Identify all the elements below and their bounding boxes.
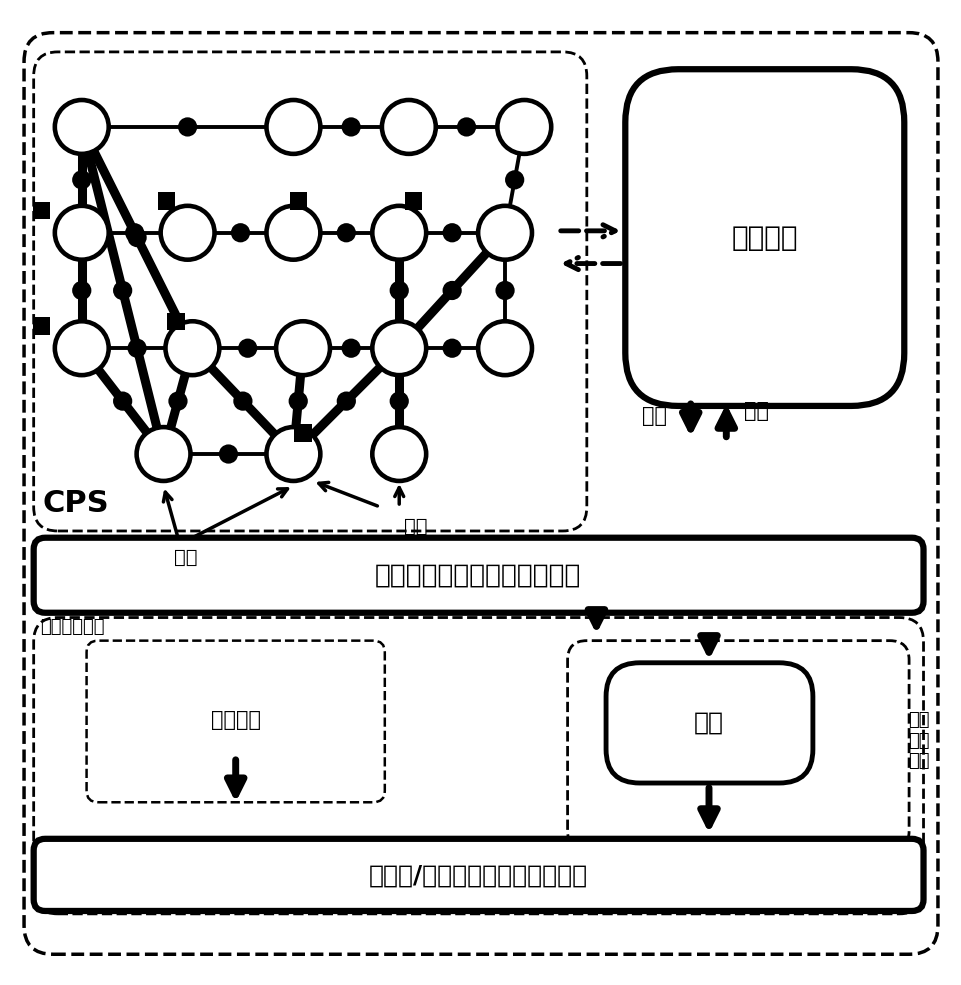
Bar xyxy=(33,202,50,220)
Circle shape xyxy=(266,100,320,154)
Circle shape xyxy=(478,206,531,260)
Circle shape xyxy=(389,281,408,300)
Circle shape xyxy=(218,444,238,464)
Bar xyxy=(158,192,175,210)
Circle shape xyxy=(55,100,109,154)
Circle shape xyxy=(55,321,109,375)
Circle shape xyxy=(456,117,476,137)
Circle shape xyxy=(372,206,426,260)
Circle shape xyxy=(125,224,144,242)
Bar xyxy=(167,312,185,330)
Circle shape xyxy=(495,281,514,300)
Circle shape xyxy=(113,281,132,300)
FancyBboxPatch shape xyxy=(34,839,923,911)
Circle shape xyxy=(72,281,91,300)
Circle shape xyxy=(160,206,214,260)
Circle shape xyxy=(178,117,197,137)
Bar xyxy=(33,317,50,335)
Text: 总线: 总线 xyxy=(174,549,197,567)
Circle shape xyxy=(113,391,132,411)
Circle shape xyxy=(266,206,320,260)
FancyBboxPatch shape xyxy=(567,640,908,850)
FancyBboxPatch shape xyxy=(24,33,937,954)
Circle shape xyxy=(72,170,91,189)
Bar xyxy=(405,192,422,210)
Circle shape xyxy=(266,427,320,481)
Circle shape xyxy=(372,321,426,375)
Text: 仪表: 仪表 xyxy=(404,516,427,536)
Circle shape xyxy=(442,339,461,358)
Circle shape xyxy=(389,391,408,411)
Bar xyxy=(289,192,307,210)
Circle shape xyxy=(288,391,308,411)
Circle shape xyxy=(497,100,551,154)
FancyBboxPatch shape xyxy=(34,52,586,531)
Circle shape xyxy=(341,339,360,358)
Text: 安全监测系统: 安全监测系统 xyxy=(40,618,105,635)
FancyBboxPatch shape xyxy=(625,69,903,406)
Circle shape xyxy=(505,170,524,189)
Circle shape xyxy=(168,391,187,411)
Text: 状态数据: 状态数据 xyxy=(210,710,260,731)
FancyBboxPatch shape xyxy=(34,618,923,914)
Circle shape xyxy=(442,281,461,300)
Circle shape xyxy=(341,117,360,137)
Circle shape xyxy=(382,100,435,154)
FancyBboxPatch shape xyxy=(86,640,384,802)
Text: CPS: CPS xyxy=(42,489,109,517)
Circle shape xyxy=(127,228,147,247)
Bar xyxy=(294,425,311,441)
Circle shape xyxy=(165,321,219,375)
Text: （本地/远端）网络安全监测中心: （本地/远端）网络安全监测中心 xyxy=(368,864,587,887)
FancyBboxPatch shape xyxy=(34,538,923,613)
Circle shape xyxy=(231,224,250,242)
Circle shape xyxy=(336,391,356,411)
Circle shape xyxy=(276,321,330,375)
Circle shape xyxy=(336,224,356,242)
Circle shape xyxy=(136,427,190,481)
Circle shape xyxy=(478,321,531,375)
Circle shape xyxy=(55,206,109,260)
Circle shape xyxy=(127,339,147,358)
Text: 云端: 云端 xyxy=(693,710,724,735)
Text: 通信系统: 通信系统 xyxy=(730,224,798,251)
FancyBboxPatch shape xyxy=(605,663,812,783)
Text: 传感: 传感 xyxy=(641,406,666,426)
Text: 系统状态数据采集与控制中心: 系统状态数据采集与控制中心 xyxy=(375,562,580,588)
Text: 数据
传输
机构: 数据 传输 机构 xyxy=(907,711,928,770)
Circle shape xyxy=(233,391,252,411)
Circle shape xyxy=(237,339,258,358)
Circle shape xyxy=(372,427,426,481)
Text: 控制: 控制 xyxy=(743,401,768,421)
Circle shape xyxy=(442,224,461,242)
